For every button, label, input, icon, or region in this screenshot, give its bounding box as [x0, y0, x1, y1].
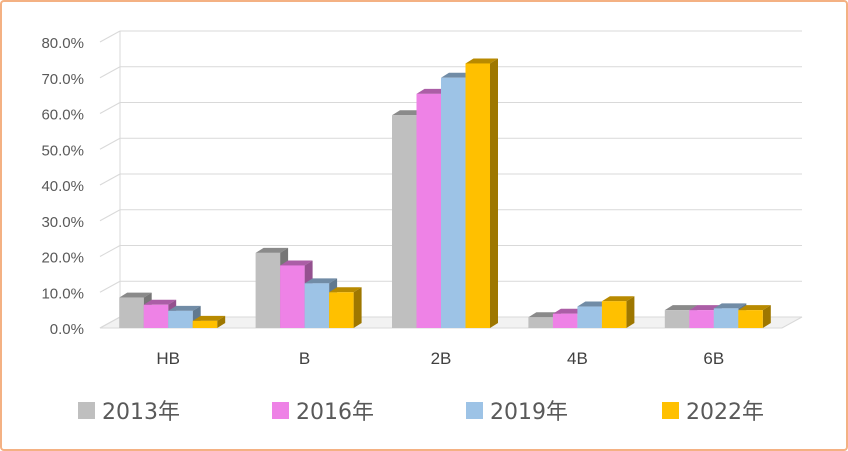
x-tick-label: B — [299, 349, 310, 368]
bar — [255, 252, 281, 328]
bar — [528, 317, 553, 328]
bar-top — [119, 292, 152, 298]
gridline-diagonal — [99, 66, 121, 79]
y-tick-label: 0.0% — [50, 321, 84, 338]
bar — [738, 310, 763, 328]
bar — [441, 77, 466, 328]
x-tick-label: HB — [156, 349, 180, 368]
gridline-diagonal — [99, 245, 121, 257]
bar — [577, 306, 602, 328]
bar — [280, 265, 305, 328]
bar-side — [762, 305, 771, 328]
bar — [392, 115, 417, 328]
bar — [329, 292, 354, 328]
bar — [119, 297, 144, 328]
bar — [713, 308, 739, 328]
bar-top — [528, 312, 561, 318]
floor-edge — [99, 316, 121, 329]
bar-side — [353, 287, 362, 328]
bar-top — [577, 301, 610, 307]
x-tick-label: 6B — [703, 349, 724, 368]
bar-top — [738, 305, 771, 311]
bar-top — [143, 299, 177, 305]
bar — [664, 310, 690, 328]
legend-label: 2013年 — [102, 400, 180, 425]
bar-top — [441, 72, 474, 78]
bar — [143, 304, 169, 328]
bar-top — [552, 308, 586, 314]
bar-top — [416, 88, 449, 94]
legend-label: 2016年 — [296, 400, 374, 425]
bar-top — [329, 287, 362, 293]
legend-swatch — [78, 402, 95, 419]
legend-label: 2022年 — [686, 400, 764, 425]
bar-top — [689, 305, 722, 311]
y-tick-label: 60.0% — [41, 107, 84, 124]
gridline-diagonal — [99, 102, 121, 114]
bar — [552, 313, 578, 328]
y-tick-label: 30.0% — [41, 214, 84, 231]
bar-side — [490, 58, 498, 328]
bar — [601, 301, 627, 328]
y-tick-label: 40.0% — [41, 178, 84, 195]
bar-top — [664, 305, 698, 311]
y-tick-label: 10.0% — [41, 285, 84, 302]
bar — [304, 283, 330, 328]
legend-swatch — [272, 402, 289, 419]
bar — [168, 310, 193, 328]
bar-top — [280, 260, 313, 266]
bar-side — [626, 296, 635, 328]
bar-top — [168, 305, 201, 311]
x-tick-label: 2B — [431, 349, 452, 368]
bar — [192, 320, 218, 328]
bar-side — [217, 315, 226, 328]
y-tick-label: 20.0% — [41, 250, 84, 267]
legend-swatch — [662, 402, 679, 419]
bar-top — [304, 278, 338, 284]
bar — [689, 310, 714, 328]
legend-swatch — [466, 402, 483, 419]
legend-label: 2019年 — [490, 400, 568, 425]
bar-top — [465, 58, 498, 64]
bar-top — [713, 303, 747, 309]
bar-top — [392, 110, 425, 116]
bar-top — [601, 296, 635, 302]
y-tick-label: 50.0% — [41, 142, 84, 159]
gridline-diagonal — [99, 209, 121, 222]
x-tick-label: 4B — [567, 349, 588, 368]
gridline-diagonal — [99, 30, 121, 43]
y-tick-label: 70.0% — [41, 71, 84, 88]
bar — [416, 93, 441, 329]
bar-top — [255, 247, 289, 253]
gridline-diagonal — [99, 137, 121, 150]
gridline-diagonal — [99, 280, 121, 293]
gridline-diagonal — [99, 173, 121, 186]
bar — [465, 63, 490, 328]
y-tick-label: 80.0% — [41, 35, 84, 52]
bar-top — [192, 315, 226, 321]
